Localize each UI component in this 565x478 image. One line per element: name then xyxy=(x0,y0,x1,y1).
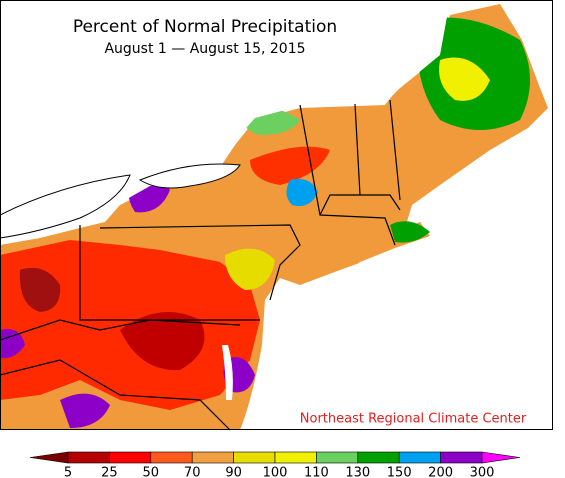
color-bar-label: 130 xyxy=(345,466,370,478)
wet-area xyxy=(390,221,430,243)
color-bar: 5 25 50 70 90 100 110 130 150 200 300 xyxy=(29,451,521,478)
color-bar-segment xyxy=(357,451,400,464)
very-dry-area xyxy=(19,267,61,312)
color-bar-label: 70 xyxy=(184,466,201,478)
color-bar-segment xyxy=(233,451,276,464)
color-bar-label: 25 xyxy=(101,466,118,478)
color-bar-label: 100 xyxy=(263,466,288,478)
very-wet-area xyxy=(0,329,25,359)
lake-ontario xyxy=(138,163,241,189)
color-bar-segment xyxy=(67,451,110,464)
credit: Northeast Regional Climate Center xyxy=(300,412,527,427)
color-bar-label: 300 xyxy=(470,466,495,478)
color-bar-segment xyxy=(191,451,234,464)
ocean xyxy=(240,220,553,430)
wet-area xyxy=(286,178,318,207)
map xyxy=(0,0,553,431)
normal-area xyxy=(225,248,275,290)
color-bar-segment xyxy=(150,451,193,464)
color-bar-segment xyxy=(440,451,483,464)
lake-erie xyxy=(0,174,131,239)
subtitle: August 1 — August 15, 2015 xyxy=(104,41,305,57)
very-dry-area xyxy=(120,312,205,371)
color-bar-label: 150 xyxy=(387,466,412,478)
color-bar-label: 5 xyxy=(64,466,72,478)
chesapeake-bay xyxy=(222,345,233,400)
color-bar-label: 200 xyxy=(428,466,453,478)
very-wet-area xyxy=(60,393,110,428)
color-bar-segment xyxy=(274,451,317,464)
color-bar-segment xyxy=(398,451,441,464)
color-bar-arrow xyxy=(481,451,521,464)
title: Percent of Normal Precipitation xyxy=(73,17,337,37)
dry-area xyxy=(250,146,330,185)
color-bar-segment xyxy=(109,451,152,464)
map-frame xyxy=(0,0,553,430)
color-bar-label: 110 xyxy=(304,466,329,478)
color-bar-label: 90 xyxy=(225,466,242,478)
normal-area xyxy=(439,57,490,101)
color-bar-label: 50 xyxy=(143,466,160,478)
color-bar-segment xyxy=(316,451,359,464)
state-borders xyxy=(0,99,401,431)
